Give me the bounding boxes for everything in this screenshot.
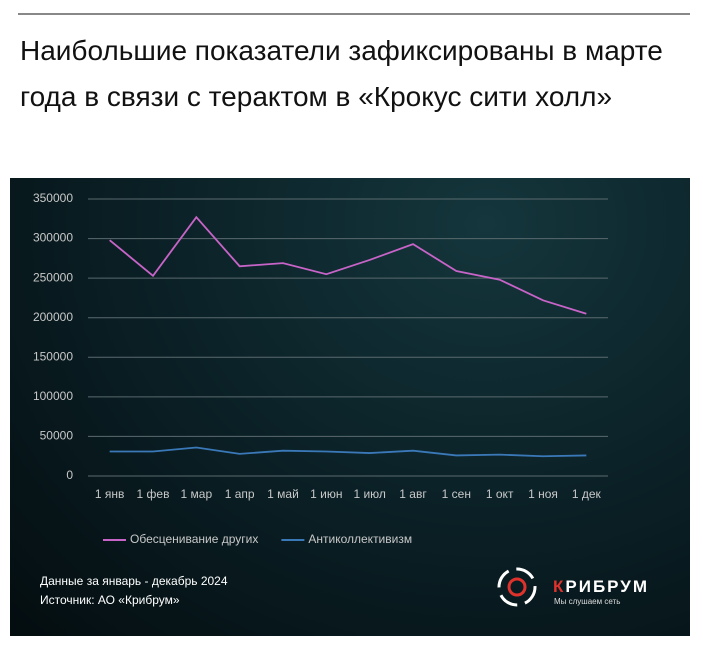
x-tick-label: 1 май (267, 487, 299, 501)
x-tick-label: 1 сен (442, 487, 471, 501)
top-rule (18, 13, 690, 15)
legend-label: Обесценивание других (130, 532, 258, 546)
x-tick-label: 1 фев (137, 487, 170, 501)
x-tick-label: 1 авг (399, 487, 427, 501)
y-tick-label: 350000 (33, 191, 73, 205)
legend-label: Антиколлективизм (308, 532, 412, 546)
logo-icon (497, 567, 537, 607)
note: Данные за январь - декабрь 2024 (40, 574, 228, 588)
y-tick-label: 150000 (33, 349, 73, 363)
x-tick-label: 1 июл (353, 487, 385, 501)
y-tick-label: 250000 (33, 270, 73, 284)
brand: КРИБРУМ (553, 577, 650, 596)
x-tick-label: 1 янв (95, 487, 125, 501)
series-line (109, 446, 587, 458)
y-tick-label: 300000 (33, 231, 73, 245)
x-tick-label: 1 апр (225, 487, 255, 501)
tagline: Мы слушаем сеть (554, 597, 621, 606)
chart-panel (10, 178, 690, 636)
y-tick-label: 50000 (40, 429, 74, 443)
x-tick-label: 1 ноя (528, 487, 558, 501)
series-line (109, 215, 587, 315)
x-tick-label: 1 окт (486, 487, 514, 501)
y-tick-label: 100000 (33, 389, 73, 403)
title: Наибольшие показатели зафиксированы в ма… (20, 35, 663, 112)
y-tick-label: 0 (66, 468, 73, 482)
x-tick-label: 1 дек (572, 487, 602, 501)
x-tick-label: 1 июн (310, 487, 342, 501)
y-tick-label: 200000 (33, 310, 73, 324)
source: Источник: АО «Крибрум» (40, 593, 180, 607)
x-tick-label: 1 мар (181, 487, 213, 501)
